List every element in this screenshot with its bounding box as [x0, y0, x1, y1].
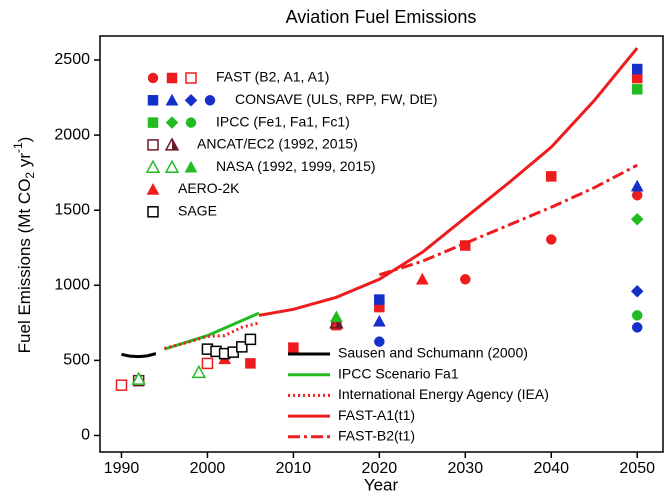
x-tick-label: 2000 — [190, 460, 226, 477]
legend-label: FAST (B2, A1, A1) — [216, 69, 329, 85]
legend-marker — [165, 116, 179, 129]
legend-marker — [147, 72, 159, 84]
data-point — [191, 364, 207, 379]
legend-label: CONSAVE (ULS, RPP, FW, DtE) — [235, 91, 438, 107]
data-point — [245, 358, 256, 369]
legend-marker — [147, 117, 159, 128]
legend-marker — [147, 139, 159, 151]
legend-label: FAST-A1(t1) — [338, 407, 415, 423]
legend-label: AERO-2K — [178, 180, 240, 196]
legend-marker — [184, 93, 198, 107]
data-point — [329, 310, 343, 323]
legend-marker — [185, 72, 197, 84]
legend-label: SAGE — [178, 203, 217, 219]
legend-label: FAST-B2(t1) — [338, 428, 415, 444]
legend-marker — [164, 159, 180, 173]
data-point — [288, 342, 299, 353]
legend-label: Sausen and Schumann (2000) — [338, 345, 528, 361]
y-label-part: Fuel Emissions (Mt CO — [15, 179, 34, 354]
marker-outline — [164, 137, 180, 151]
legend-marker — [147, 206, 159, 218]
y-label-part: ) — [15, 137, 34, 143]
data-point — [131, 371, 146, 385]
data-point — [546, 171, 557, 182]
y-tick-label: 2500 — [54, 51, 90, 68]
x-tick-label: 2020 — [362, 460, 398, 477]
x-tick-label: 2040 — [533, 460, 569, 477]
data-point — [201, 357, 214, 370]
data-point — [372, 314, 386, 327]
data-point — [415, 272, 429, 285]
legend-label: IPCC Scenario Fa1 — [338, 365, 459, 381]
data-point — [630, 179, 644, 192]
x-axis-label: Year — [364, 475, 399, 494]
legend-label: NASA (1992, 1999, 2015) — [216, 158, 376, 174]
legend-marker — [185, 117, 197, 128]
y-axis-label: Fuel Emissions (Mt CO2 yr-1) — [11, 137, 37, 354]
data-point — [546, 234, 557, 245]
data-point — [631, 72, 643, 84]
line-series — [164, 311, 260, 351]
y-label-sub: 2 — [23, 172, 37, 179]
legend-marker — [165, 93, 179, 106]
legend-marker — [147, 95, 159, 106]
legend-marker — [204, 95, 216, 106]
chart-title: Aviation Fuel Emissions — [286, 7, 477, 27]
data-point — [460, 240, 471, 251]
legend-marker — [184, 160, 198, 173]
plot-frame — [99, 35, 664, 453]
data-point — [631, 84, 643, 95]
data-point — [236, 341, 248, 353]
legend-marker — [146, 182, 160, 195]
data-point — [374, 336, 385, 347]
legend-label: IPCC (Fe1, Fa1, Fc1) — [216, 113, 350, 129]
data-point — [374, 294, 385, 305]
legend-label: International Energy Agency (IEA) — [338, 386, 549, 402]
data-point — [460, 274, 471, 285]
x-tick-label: 1990 — [104, 460, 140, 477]
legend-marker — [166, 72, 178, 84]
line-series — [121, 352, 157, 359]
legend-label: ANCAT/EC2 (1992, 2015) — [197, 136, 358, 152]
data-point — [630, 284, 644, 298]
y-label-part: yr — [15, 153, 34, 172]
line-series — [258, 47, 639, 317]
y-label-sup: -1 — [11, 142, 25, 153]
data-point — [631, 189, 643, 201]
legend-marker — [164, 137, 180, 151]
x-tick-label: 2010 — [276, 460, 312, 477]
y-tick-label: 0 — [81, 427, 90, 444]
line-series — [378, 163, 638, 277]
data-point — [630, 212, 644, 226]
y-tick-label: 500 — [63, 352, 90, 369]
y-tick-label: 1000 — [54, 277, 90, 294]
legend-marker — [145, 159, 161, 173]
data-point — [631, 322, 643, 333]
data-point — [115, 379, 128, 391]
data-point — [631, 63, 643, 75]
x-tick-label: 2050 — [619, 460, 655, 477]
marker-outline — [329, 315, 344, 329]
y-tick-label: 2000 — [54, 126, 90, 143]
x-tick-label: 2030 — [448, 460, 484, 477]
data-point — [244, 333, 257, 346]
data-point — [631, 310, 643, 321]
y-tick-label: 1500 — [54, 201, 90, 218]
